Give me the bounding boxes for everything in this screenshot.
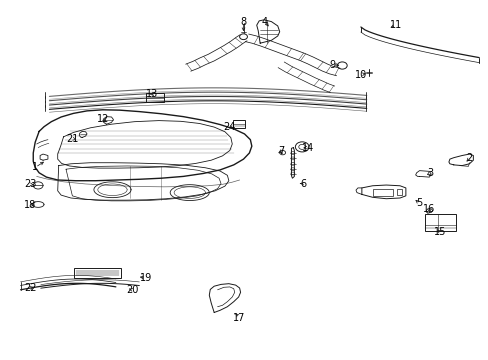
Text: 19: 19 xyxy=(139,273,152,283)
Text: 9: 9 xyxy=(329,60,335,70)
Text: 7: 7 xyxy=(278,146,284,156)
Text: 13: 13 xyxy=(145,89,158,99)
Text: 2: 2 xyxy=(466,153,471,163)
Text: 16: 16 xyxy=(422,204,435,214)
Text: 5: 5 xyxy=(416,198,422,208)
Text: 12: 12 xyxy=(96,114,109,124)
Text: 22: 22 xyxy=(24,283,37,293)
Text: 14: 14 xyxy=(301,143,314,153)
Bar xyxy=(145,93,164,102)
Text: 10: 10 xyxy=(354,69,366,80)
Text: 8: 8 xyxy=(240,17,246,27)
Text: 24: 24 xyxy=(223,122,236,132)
Bar xyxy=(372,189,392,196)
Text: 3: 3 xyxy=(427,168,432,178)
Text: 6: 6 xyxy=(300,179,305,189)
Text: 23: 23 xyxy=(24,179,37,189)
Bar xyxy=(396,189,401,195)
Bar xyxy=(74,268,121,278)
Text: 17: 17 xyxy=(233,312,245,323)
Bar xyxy=(425,214,455,231)
Text: 11: 11 xyxy=(389,20,402,30)
Text: 20: 20 xyxy=(125,285,138,295)
Text: 4: 4 xyxy=(262,17,267,27)
Bar xyxy=(233,120,245,128)
Text: 18: 18 xyxy=(24,200,37,210)
Text: 1: 1 xyxy=(32,162,38,172)
Text: 15: 15 xyxy=(433,227,446,237)
Text: 21: 21 xyxy=(66,134,79,144)
